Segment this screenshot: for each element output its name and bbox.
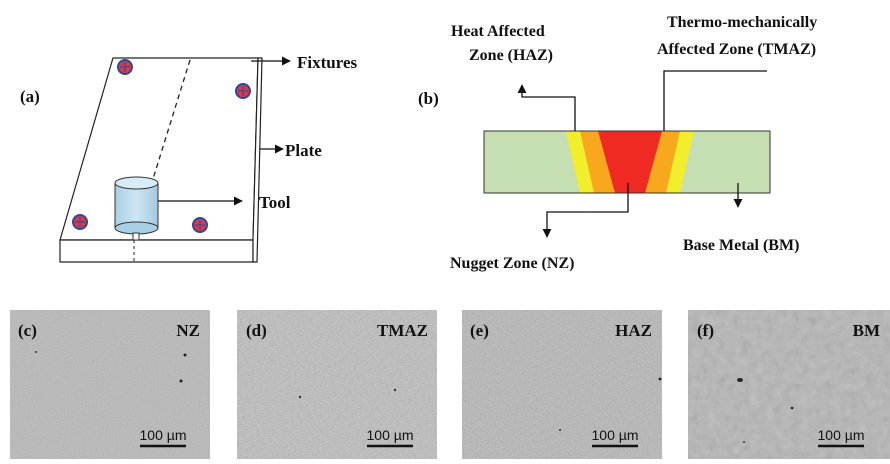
bm-label: Base Metal (BM) [683, 237, 799, 254]
micrograph-nz: (c) NZ 100 µm [10, 310, 210, 459]
micrograph-bm: (f) BM 100 µm [688, 310, 890, 459]
panel-a-label: (a) [20, 87, 40, 106]
scale-bar-label: 100 µm [140, 427, 187, 443]
weld-section-outline [483, 130, 771, 194]
panel-a: (a) [20, 53, 358, 263]
micrograph-label: (d) [246, 321, 267, 340]
haz-leader [517, 84, 576, 131]
micrograph-zone: BM [853, 321, 880, 340]
scale-bar-label: 100 µm [818, 427, 865, 443]
haz-label-line2: Zone (HAZ) [469, 47, 553, 64]
panel-b: (b) Heat Affected Zone (HAZ) Thermo-mech… [418, 14, 817, 272]
fixture-icon [117, 59, 133, 75]
scale-bar-label: 100 µm [592, 427, 639, 443]
tool-label: Tool [259, 193, 291, 212]
fixture-icon [192, 217, 208, 233]
tool-icon [114, 176, 159, 241]
micrograph-tmaz: (d) TMAZ 100 µm [237, 310, 437, 459]
plate-top-face [59, 57, 259, 241]
tmaz-label-line1: Thermo-mechanically [667, 14, 817, 31]
fixture-icon [235, 83, 251, 99]
plate-front-face [59, 239, 254, 263]
micrograph-zone: NZ [176, 321, 200, 340]
micrograph-zone: TMAZ [377, 321, 428, 340]
micrograph-label: (e) [470, 321, 489, 340]
nugget-region [598, 131, 662, 193]
micrograph-label: (c) [18, 321, 37, 340]
nz-leader [542, 183, 629, 238]
tmaz-label-line2: Affected Zone (TMAZ) [657, 41, 816, 58]
scale-bar-label: 100 µm [367, 427, 414, 443]
nz-label: Nugget Zone (NZ) [450, 255, 574, 272]
plate-label: Plate [285, 141, 322, 160]
panel-b-label: (b) [418, 89, 439, 108]
fixture-icon [72, 214, 88, 230]
plate-side-face [252, 57, 263, 263]
tmaz-leader [663, 70, 767, 131]
micrograph-label: (f) [697, 321, 714, 340]
fixtures-label: Fixtures [297, 53, 358, 72]
haz-label-line1: Heat Affected [451, 23, 545, 40]
micrograph-zone: HAZ [615, 321, 652, 340]
micrograph-haz: (e) HAZ 100 µm [462, 310, 662, 459]
